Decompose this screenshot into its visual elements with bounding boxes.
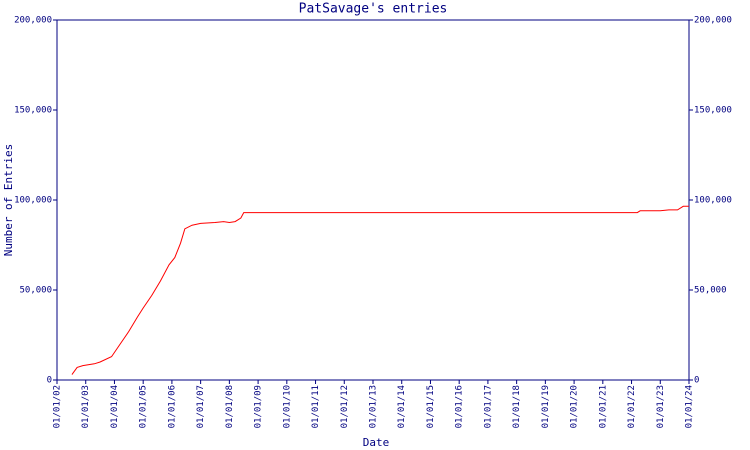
y-tick-label: 100,000 bbox=[14, 196, 52, 206]
x-tick-label: 01/01/08 bbox=[225, 385, 235, 428]
x-tick-label: 01/01/13 bbox=[369, 385, 379, 428]
x-tick-label: 01/01/22 bbox=[627, 385, 637, 428]
x-axis-label: Date bbox=[363, 436, 390, 449]
y2-tick-label: 150,000 bbox=[694, 106, 732, 116]
x-tick-label: 01/01/18 bbox=[512, 385, 522, 428]
y-tick-label: 200,000 bbox=[14, 16, 52, 26]
y2-tick-label: 0 bbox=[694, 376, 699, 386]
x-tick-label: 01/01/04 bbox=[110, 385, 120, 428]
x-tick-label: 01/01/02 bbox=[53, 385, 63, 428]
y-tick-label: 150,000 bbox=[14, 106, 52, 116]
x-tick-label: 01/01/05 bbox=[139, 385, 149, 428]
x-tick-label: 01/01/15 bbox=[426, 385, 436, 428]
x-tick-label: 01/01/06 bbox=[167, 385, 177, 428]
y2-tick-label: 200,000 bbox=[694, 16, 732, 26]
x-tick-label: 01/01/11 bbox=[311, 385, 321, 428]
x-tick-label: 01/01/16 bbox=[455, 385, 465, 428]
x-tick-label: 01/01/03 bbox=[81, 385, 91, 428]
y-tick-label: 50,000 bbox=[19, 286, 52, 296]
x-tick-label: 01/01/17 bbox=[483, 385, 493, 428]
x-tick-label: 01/01/21 bbox=[598, 385, 608, 428]
x-tick-label: 01/01/10 bbox=[282, 385, 292, 428]
x-tick-label: 01/01/12 bbox=[340, 385, 350, 428]
x-tick-label: 01/01/20 bbox=[570, 385, 580, 428]
x-tick-label: 01/01/23 bbox=[656, 385, 666, 428]
y-axis-label: Number of Entries bbox=[2, 144, 15, 257]
data-line bbox=[71, 205, 689, 375]
y2-tick-label: 50,000 bbox=[694, 286, 727, 296]
x-tick-label: 01/01/07 bbox=[196, 385, 206, 428]
x-tick-label: 01/01/19 bbox=[541, 385, 551, 428]
chart-title: PatSavage's entries bbox=[299, 2, 448, 17]
y2-tick-label: 100,000 bbox=[694, 196, 732, 206]
x-tick-label: 01/01/24 bbox=[685, 385, 695, 428]
y-tick-label: 0 bbox=[47, 376, 52, 386]
x-tick-label: 01/01/14 bbox=[397, 385, 407, 428]
x-tick-label: 01/01/09 bbox=[254, 385, 264, 428]
